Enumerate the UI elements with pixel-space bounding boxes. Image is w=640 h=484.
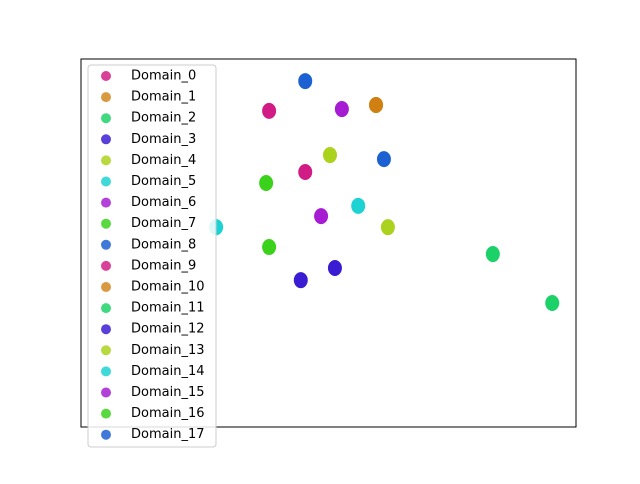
legend-marker — [101, 282, 111, 292]
legend-label: Domain_0 — [131, 69, 196, 84]
point — [545, 294, 560, 311]
legend-marker — [101, 218, 111, 229]
legend-label: Domain_2 — [131, 111, 196, 126]
point — [376, 151, 391, 168]
legend-marker — [101, 176, 111, 187]
legend-label: Domain_12 — [131, 322, 205, 337]
legend-label: Domain_4 — [131, 153, 196, 168]
legend-label: Domain_14 — [131, 364, 205, 379]
plot-frame — [80, 58, 577, 428]
point — [380, 219, 395, 236]
point — [369, 97, 384, 113]
legend-marker — [101, 408, 111, 419]
point — [351, 197, 366, 214]
legend-marker — [101, 387, 111, 398]
legend-entries: Domain_0 Domain_1 Domain_2 Domain_3 Domain_4… — [101, 69, 205, 442]
legend-label: Domain_6 — [131, 195, 196, 210]
legend-marker — [101, 429, 111, 440]
legend-label: Domain_17 — [131, 427, 205, 442]
legend-marker — [101, 92, 111, 103]
legend-label: Domain_13 — [131, 343, 205, 358]
point — [334, 101, 349, 118]
legend-marker — [101, 134, 111, 145]
point — [322, 147, 337, 164]
legend-label: Domain_1 — [131, 90, 196, 105]
legend-marker — [101, 324, 111, 335]
legend-label: Domain_11 — [131, 301, 205, 316]
legend-label: Domain_7 — [131, 216, 196, 231]
legend-label: Domain_9 — [131, 258, 196, 273]
point — [327, 260, 342, 277]
legend-marker — [101, 155, 111, 166]
point — [262, 239, 277, 256]
legend-label: Domain_8 — [131, 237, 196, 252]
point — [314, 208, 329, 225]
legend-label: Domain_5 — [131, 174, 196, 189]
point — [485, 246, 500, 263]
point — [298, 163, 313, 180]
legend-marker — [101, 345, 111, 356]
legend-marker — [101, 113, 111, 124]
point — [298, 73, 313, 90]
legend-label: Domain_10 — [131, 280, 205, 295]
legend-marker — [101, 239, 111, 250]
point — [262, 102, 277, 119]
legend-marker — [101, 303, 111, 314]
legend-label: Domain_3 — [131, 132, 196, 147]
point — [259, 175, 274, 192]
legend-marker — [101, 71, 111, 81]
legend-label: Domain_15 — [131, 385, 205, 400]
legend-marker — [101, 260, 111, 271]
point — [293, 272, 308, 289]
legend — [87, 64, 217, 448]
legend-marker — [101, 197, 111, 208]
legend-label: Domain_16 — [131, 406, 205, 421]
legend-marker — [101, 366, 111, 377]
